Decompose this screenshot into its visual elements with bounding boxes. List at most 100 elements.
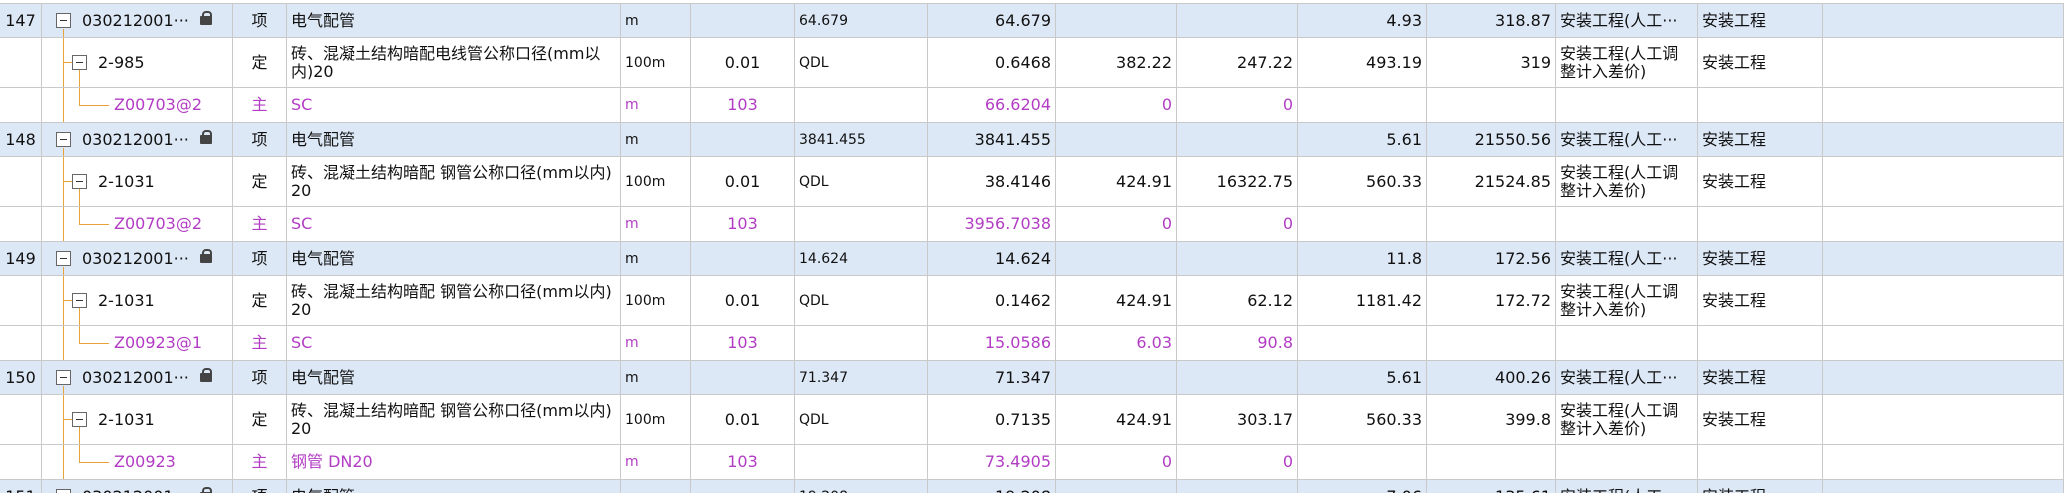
table-cell: 安装工程 xyxy=(1698,242,1823,275)
cell-text: 103 xyxy=(727,95,758,114)
lock-icon xyxy=(200,373,212,382)
cell-text: 0.01 xyxy=(724,290,761,310)
table-cell: m xyxy=(621,242,691,275)
cell-text: 0.01 xyxy=(724,409,761,429)
cell-text: 安装工程(人工调整计入差价) xyxy=(1560,43,1679,81)
table-cell: 0 xyxy=(1056,207,1177,241)
cell-text: 安装工程 xyxy=(1702,487,1766,493)
table-cell xyxy=(0,157,42,206)
table-cell xyxy=(1556,326,1698,360)
cell-text: 303.17 xyxy=(1237,409,1293,429)
table-cell: m xyxy=(621,4,691,37)
table-cell: 砖、混凝土结构暗配 钢管公称口径(mm以内)20 xyxy=(287,395,621,444)
cell-text: 103 xyxy=(727,214,758,233)
cell-text: m xyxy=(625,488,639,493)
table-cell: 100m xyxy=(621,276,691,325)
cell-text: 3841.455 xyxy=(974,129,1051,149)
cell-text: 0.6468 xyxy=(995,52,1051,72)
table-cell xyxy=(1427,445,1556,479)
cell-text: 424.91 xyxy=(1116,290,1172,310)
table-cell: 安装工程 xyxy=(1698,361,1823,394)
table-cell: 定 xyxy=(233,276,287,325)
table-cell: 2-1031 xyxy=(42,276,233,325)
table-cell: 5.61 xyxy=(1298,361,1427,394)
cell-text: 主 xyxy=(251,333,268,352)
cell-text: 电气配管 xyxy=(291,10,356,30)
table-cell: SC xyxy=(287,207,621,241)
tree-line xyxy=(63,300,72,301)
table-cell: 2-1031 xyxy=(42,157,233,206)
table-cell: 21524.85 xyxy=(1427,157,1556,206)
table-cell: 103 xyxy=(691,207,795,241)
table-cell xyxy=(0,395,42,444)
cell-text: 14.624 xyxy=(995,248,1051,268)
table-cell: 7.06 xyxy=(1298,480,1427,493)
table-cell xyxy=(1823,480,2064,493)
cell-text: SC xyxy=(291,333,313,352)
table-cell xyxy=(1177,361,1298,394)
table-cell: 100m xyxy=(621,395,691,444)
table-cell: Z00703@2 xyxy=(42,207,233,241)
tree-line xyxy=(63,181,72,182)
cell-text: 安装工程 xyxy=(1702,129,1767,149)
table-cell: 424.91 xyxy=(1056,395,1177,444)
cell-text: 62.12 xyxy=(1247,290,1293,310)
collapse-toggle[interactable] xyxy=(56,13,71,28)
table-cell: 172.72 xyxy=(1427,276,1556,325)
table-cell: 0.01 xyxy=(691,38,795,87)
table-cell xyxy=(1056,242,1177,275)
table-cell: SC xyxy=(287,88,621,122)
cell-text: 493.19 xyxy=(1366,52,1422,72)
table-cell xyxy=(1823,88,2064,122)
cell-text: 主 xyxy=(251,214,268,233)
collapse-toggle[interactable] xyxy=(72,293,87,308)
cell-text: 19.208 xyxy=(799,488,848,493)
cell-text: 172.56 xyxy=(1495,248,1551,268)
cell-text: 2-1031 xyxy=(98,409,155,429)
cell-text: 定 xyxy=(251,409,268,429)
table-cell: 6.03 xyxy=(1056,326,1177,360)
table-cell xyxy=(1056,4,1177,37)
table-cell xyxy=(1823,242,2064,275)
table-cell xyxy=(1823,157,2064,206)
collapse-toggle[interactable] xyxy=(56,489,71,493)
collapse-toggle[interactable] xyxy=(56,370,71,385)
tree-line xyxy=(63,207,64,241)
cell-text: 0 xyxy=(1282,214,1293,233)
cell-text: 11.8 xyxy=(1386,248,1422,268)
table-cell: 电气配管 xyxy=(287,4,621,37)
collapse-toggle[interactable] xyxy=(56,251,71,266)
cell-text: 14.624 xyxy=(799,250,848,267)
table-cell xyxy=(1177,242,1298,275)
collapse-toggle[interactable] xyxy=(56,132,71,147)
table-row: Z00703@2 主 SC m 103 3956.7038 0 0 xyxy=(0,207,2064,242)
tree-line xyxy=(63,29,64,37)
table-cell: 安装工程(人工调整计入差价) xyxy=(1556,38,1698,87)
cell-text: m xyxy=(625,335,639,351)
cell-text: 90.8 xyxy=(1257,333,1293,352)
table-cell xyxy=(1427,88,1556,122)
cell-text: 安装工程 xyxy=(1702,248,1767,268)
table-cell: 定 xyxy=(233,395,287,444)
cell-text: 247.22 xyxy=(1237,52,1293,72)
table-cell: 项 xyxy=(233,242,287,275)
table-cell: m xyxy=(621,207,691,241)
table-cell: 16322.75 xyxy=(1177,157,1298,206)
table-cell xyxy=(1556,445,1698,479)
collapse-toggle[interactable] xyxy=(72,55,87,70)
table-cell: 318.87 xyxy=(1427,4,1556,37)
cell-text: 100m xyxy=(625,54,666,71)
table-cell: 安装工程 xyxy=(1698,123,1823,156)
cell-text: 安装工程(人工··· xyxy=(1560,10,1678,30)
cell-text: 318.87 xyxy=(1495,10,1551,30)
table-cell: 148 xyxy=(0,123,42,156)
table-cell: 247.22 xyxy=(1177,38,1298,87)
table-cell: 安装工程 xyxy=(1698,157,1823,206)
cell-text: 030212001··· xyxy=(82,248,189,268)
collapse-toggle[interactable] xyxy=(72,174,87,189)
cell-text: 100m xyxy=(625,411,666,428)
collapse-toggle[interactable] xyxy=(72,412,87,427)
table-cell: 303.17 xyxy=(1177,395,1298,444)
table-cell: 11.8 xyxy=(1298,242,1427,275)
cell-text: 38.4146 xyxy=(984,171,1051,191)
